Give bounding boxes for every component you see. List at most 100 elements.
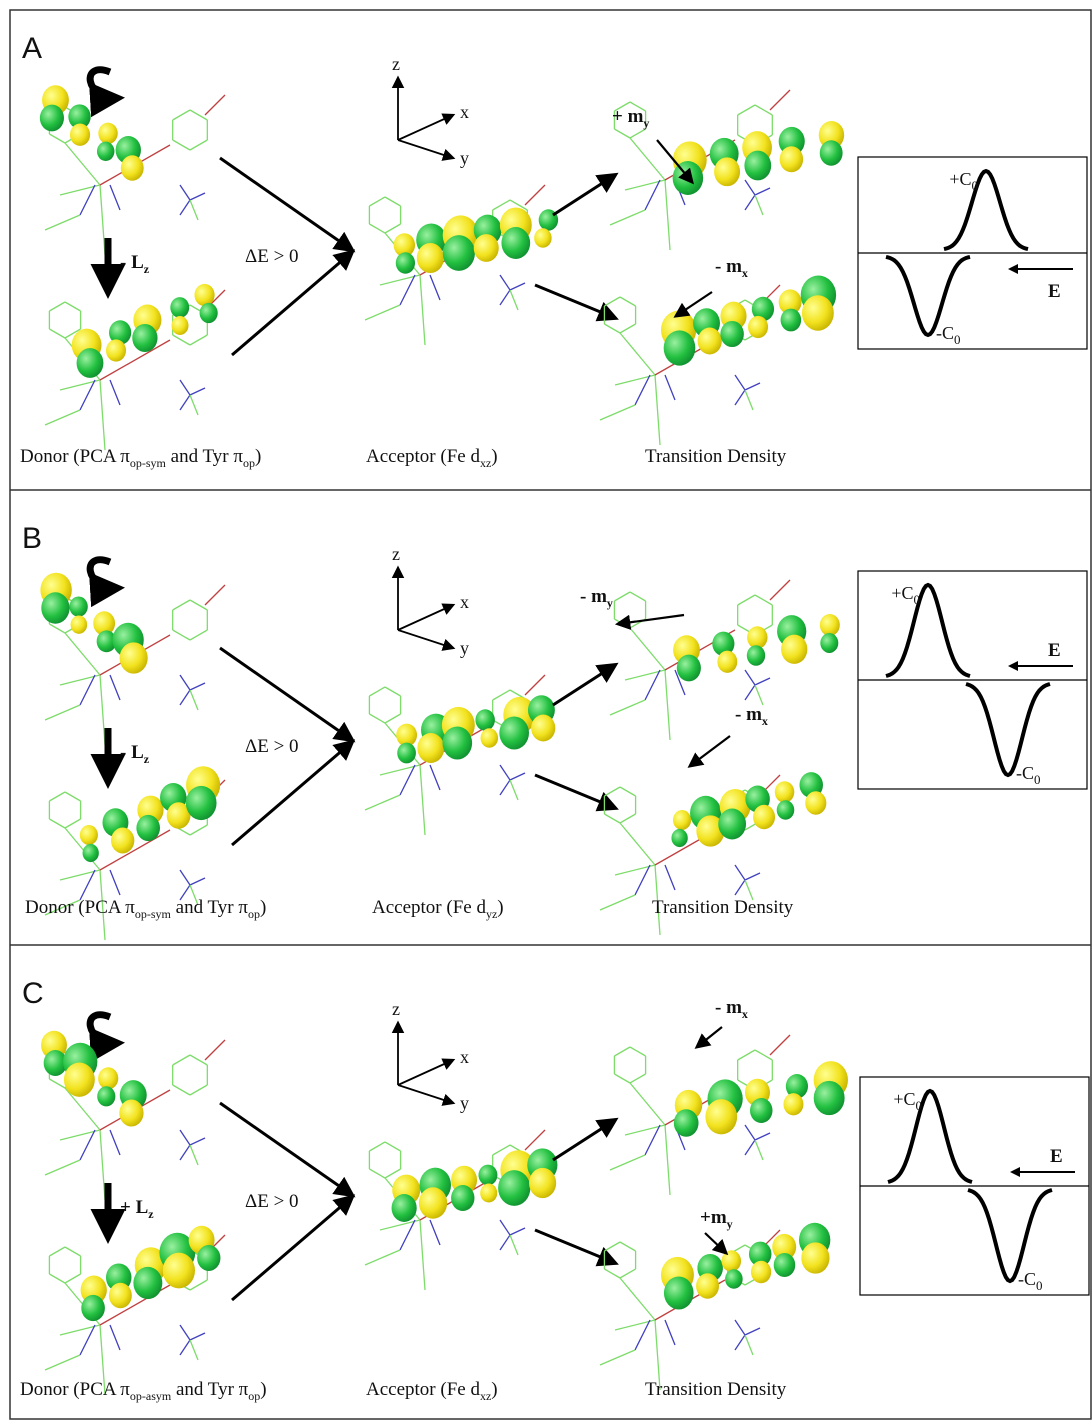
orbital-lobe [717,650,738,673]
bond [189,394,199,416]
bond [492,1144,511,1156]
bond [109,379,121,406]
orbital-lobe [185,785,217,821]
orbital-lobe [416,242,444,274]
orbital-lobe [697,327,722,355]
text-part: -C [1016,763,1034,783]
axis-x: x [460,102,469,122]
bond [99,184,106,256]
orbital-lobe [805,791,827,815]
moment-label: + my [612,106,649,130]
orbital-lobe [82,843,99,863]
bond [429,764,441,791]
axis-x: x [460,1047,469,1067]
text-part: Donor (PCA π [20,1379,130,1400]
arrow [231,1194,356,1302]
orbital-lobe [499,716,529,750]
bond [604,323,621,334]
donor-caption: Donor (PCA πop-asym and Tyr πop) [20,1379,267,1403]
bond [614,374,656,386]
bond [109,1129,121,1156]
orbital-lobe [779,146,804,173]
bond [619,1241,636,1252]
bond [189,1339,199,1361]
text-part: Acceptor (Fe d [366,1379,480,1400]
bond [172,334,191,346]
bond [189,109,208,121]
bond [59,674,101,686]
bond [624,1124,666,1136]
bond [99,1129,106,1201]
text-part: Donor (PCA π [20,446,130,467]
bond [599,404,636,421]
positive-peak [943,168,1029,252]
text-part: - m [735,704,762,725]
orbital-lobe [79,825,98,845]
subscript: 0 [1036,1278,1043,1293]
text-part: -C [1018,1269,1036,1289]
text-part: - L [120,742,144,763]
bond [384,223,401,234]
orbital-lobe [170,297,190,318]
orbital-lobe [41,592,70,624]
axis-z: z [392,544,400,564]
bond [384,1141,401,1152]
bond [744,1124,756,1141]
bond [64,1273,81,1284]
orbital-lobe [747,626,768,649]
field-label: E [1048,281,1061,302]
frame [9,9,1092,1420]
bond [189,1137,206,1146]
bond [744,179,756,196]
bond [509,289,519,311]
text-part: Transition Density [645,446,787,467]
arrow [673,291,713,318]
moment-label: +my [700,1207,733,1231]
orbital-lobe [63,1062,95,1097]
donor-caption: Donor (PCA πop-sym and Tyr πop) [25,897,266,921]
text-part: -C [936,323,954,343]
orbital-lobe [721,1250,742,1272]
bond [619,822,656,866]
arrow [534,773,619,812]
bond [629,137,666,181]
bond [384,686,401,697]
bond [79,869,96,901]
text-part: - m [715,256,742,277]
orbital-lobe [120,155,144,181]
orbital-lobe [98,1067,119,1090]
subscript: op [248,907,260,921]
orbital-lobe [705,1099,738,1135]
orbital-lobe [696,815,725,847]
bond [64,1246,81,1257]
bond [64,301,81,312]
subscript: op [248,1389,260,1403]
bond [49,1246,66,1257]
text-part: and Tyr π [171,1379,248,1400]
bond [674,669,686,696]
bond [79,1129,96,1161]
bond [49,1078,66,1089]
bond [189,689,199,711]
text-part: +m [700,1207,727,1228]
orbital-lobe [714,157,741,187]
bond [49,133,66,144]
bond [369,196,386,207]
transition-caption: Transition Density [652,897,794,918]
orbital-lobe [751,296,775,322]
bond [664,669,671,741]
orbital-lobe [475,709,495,731]
arrow [694,1026,723,1049]
orbital-lobe [813,1080,845,1116]
bond [629,101,646,112]
moment-label: - mx [735,704,768,728]
bond [99,1324,106,1396]
bond [64,791,81,802]
orbital-lobe [672,810,692,830]
bond [769,89,791,111]
rotation-label: - Lz [120,742,150,766]
orbital-lobe [753,804,776,830]
orbital-lobe [785,1074,809,1099]
bond [499,274,511,291]
bond [614,591,631,602]
